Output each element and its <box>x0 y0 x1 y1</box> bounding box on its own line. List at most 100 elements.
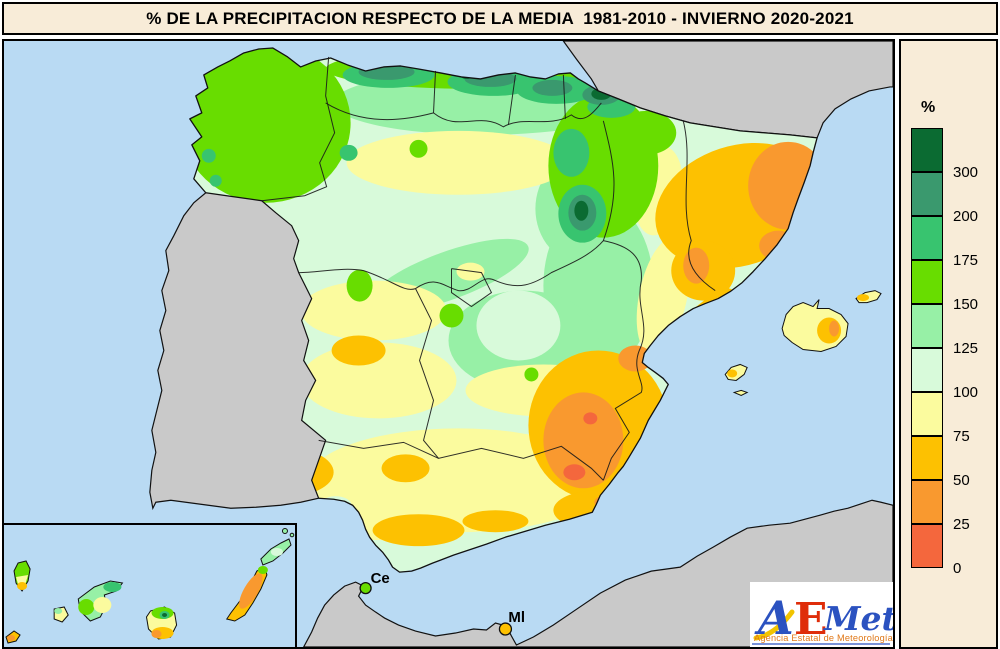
legend-row: 125 <box>911 304 978 357</box>
contour-blob <box>727 369 738 378</box>
title-bar: % DE LA PRECIPITACION RESPECTO DE LA MED… <box>2 2 998 35</box>
contour-blob <box>331 335 386 366</box>
legend-tick-label: 25 <box>953 516 970 533</box>
legend-swatch <box>911 128 943 172</box>
legend-swatch <box>911 216 943 260</box>
islet <box>281 528 288 534</box>
contour-blob <box>151 630 162 638</box>
legend-row: 75 <box>911 392 970 445</box>
spain-precipitation-regions <box>151 47 818 573</box>
legend-swatch <box>911 304 943 348</box>
contour-blob <box>583 412 598 425</box>
portugal-land <box>149 192 327 511</box>
aemet-logo: A E Met Agencia Estatal de Meteorología <box>750 582 897 647</box>
legend-tick-label: 50 <box>953 472 970 489</box>
contour-blob <box>616 110 677 155</box>
legend-row: 0 <box>911 524 961 577</box>
legend-scale: 300 200 175 150 125 100 75 50 25 0 <box>911 128 978 577</box>
map-panel: Ce Ml <box>2 39 897 649</box>
legend-row: 100 <box>911 348 978 401</box>
legend-swatch <box>911 392 943 436</box>
contour-blob <box>409 139 428 158</box>
legend-tick-label: 75 <box>953 428 970 445</box>
contour-blob <box>209 174 222 187</box>
contour-blob <box>381 454 430 483</box>
legend-unit-label: % <box>921 99 936 116</box>
legend-tick-label: 125 <box>953 340 979 357</box>
aemet-logo-graphic: A E Met Agencia Estatal de Meteorología <box>752 591 897 645</box>
legend-row: 50 <box>911 436 970 489</box>
contour-blob <box>439 303 464 328</box>
contour-blob <box>78 599 95 615</box>
ceuta-marker <box>359 581 372 595</box>
canary-islands-inset <box>4 523 297 647</box>
contour-blob <box>346 269 373 302</box>
canary-islands-map <box>4 525 295 647</box>
legend-tick-label: 150 <box>953 296 979 313</box>
melilla-label: Ml <box>508 609 525 626</box>
contour-blob <box>162 613 168 617</box>
aemet-logo-letter-e: E <box>794 594 828 645</box>
contour-blob <box>103 582 122 592</box>
contour-blob <box>829 320 840 337</box>
contour-blob <box>339 144 358 161</box>
ceuta-label: Ce <box>371 570 390 587</box>
contour-blob <box>618 345 653 372</box>
legend-tick-label: 200 <box>953 208 979 225</box>
contour-blob <box>300 280 447 341</box>
province-borders <box>261 56 716 481</box>
contour-blob <box>553 128 590 177</box>
iberia-coastline <box>189 47 818 573</box>
contour-blob <box>257 566 268 574</box>
legend-swatch <box>911 480 943 524</box>
contour-blob <box>54 608 63 614</box>
contour-blob <box>563 464 586 481</box>
legend-tick-label: 175 <box>953 252 979 269</box>
aemet-logo-letter-a: A <box>754 591 794 645</box>
contour-blob <box>574 200 589 221</box>
city-markers: Ce Ml <box>359 570 525 636</box>
formentera-island <box>732 389 749 396</box>
melilla-marker <box>498 622 513 636</box>
legend-row: 25 <box>911 480 970 533</box>
spain-precipitation-map: Ce Ml <box>4 41 893 647</box>
contour-blob <box>17 582 28 590</box>
legend-row: 150 <box>911 260 978 313</box>
legend-swatch <box>911 172 943 216</box>
legend-swatch <box>911 524 943 568</box>
contour-blob <box>201 148 216 163</box>
aemet-logo-letters-met: Met <box>823 599 893 638</box>
legend-swatch <box>911 348 943 392</box>
balearic-islands <box>724 290 882 396</box>
contour-blob <box>476 290 561 361</box>
legend-swatch <box>911 436 943 480</box>
contour-blob <box>300 342 457 419</box>
aemet-logo-swoosh <box>753 609 795 641</box>
legend-tick-label: 300 <box>953 164 979 181</box>
contour-blob <box>532 79 573 96</box>
aemet-logo-tagline: Agencia Estatal de Meteorología <box>754 633 893 643</box>
legend-swatch <box>911 260 943 304</box>
contour-blob <box>462 510 529 533</box>
contour-blob <box>93 597 112 613</box>
legend-row: 200 <box>911 172 978 225</box>
page-title: % DE LA PRECIPITACION RESPECTO DE LA MED… <box>146 8 854 28</box>
contour-blob <box>346 130 571 195</box>
canary-islands <box>5 528 295 644</box>
islet <box>289 532 295 538</box>
contour-blob <box>683 247 710 284</box>
contour-blob <box>857 294 870 302</box>
legend-panel: % 300 200 175 150 125 100 75 50 25 0 <box>899 39 998 649</box>
legend-row: 175 <box>911 216 978 269</box>
contour-blob <box>524 367 539 382</box>
contour-blob <box>7 635 16 641</box>
contour-blob <box>543 392 624 489</box>
legend-tick-label: 100 <box>953 384 979 401</box>
contour-blob <box>239 573 263 609</box>
contour-blob <box>372 514 465 547</box>
contour-blob <box>270 548 283 556</box>
legend-tick-label: 0 <box>953 560 962 577</box>
contour-blob <box>180 47 351 203</box>
legend-row: 300 <box>911 128 978 181</box>
